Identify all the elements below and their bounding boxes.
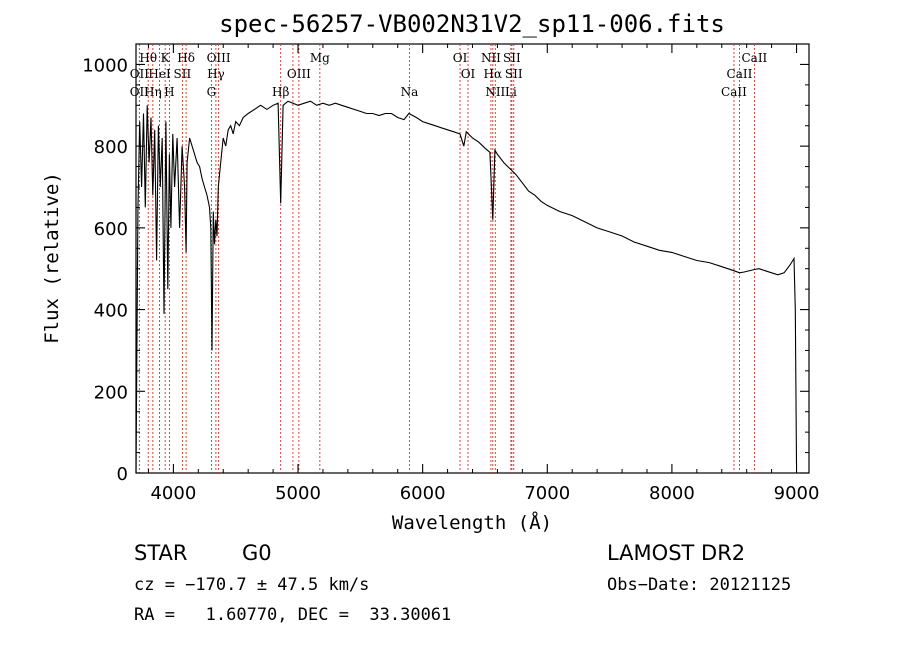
y-tick-label-0: 0 [117,464,128,485]
line-label-13: OIII [287,67,311,81]
line-label-9: OII [130,67,150,81]
line-label-8: CaII [741,51,767,65]
x-tick-label-5: 9000 [774,483,820,504]
line-label-5: OI [453,51,468,65]
y-axis-ticks: 0 200 400 600 800 1000 [82,43,809,485]
spectral-line-markers [138,44,755,473]
line-label-17: CaII [727,67,753,81]
x-axis-label: Wavelength (Å) [392,511,552,534]
line-label-21: G [207,85,217,99]
plot-area [135,43,810,474]
line-label-7: SII [503,51,521,65]
y-tick-label-1: 200 [94,382,128,403]
line-label-1: K [161,51,171,65]
obs-date-text: Obs−Date: 20121125 [607,575,791,595]
survey-name: LAMOST DR2 [607,541,745,565]
x-tick-label-3: 7000 [524,483,570,504]
line-label-2: Hδ [177,51,195,65]
object-subclass: G0 [242,541,272,565]
x-tick-label-2: 6000 [400,483,446,504]
y-tick-label-3: 600 [94,219,128,240]
line-label-24: NII [485,85,505,99]
line-label-19: Hη [144,85,162,99]
x-tick-label-4: 8000 [649,483,695,504]
y-tick-label-4: 800 [94,137,128,158]
x-axis-ticks: 4000 5000 6000 7000 8000 9000 [147,44,820,504]
line-label-0: Hθ [139,51,157,65]
x-tick-label-0: 4000 [150,483,196,504]
spectrum-line [135,100,798,474]
line-label-11: SII [174,67,192,81]
chart-title: spec-56257-VB002N31V2_sp11-006.fits [219,10,725,38]
line-label-16: SII [505,67,523,81]
object-class: STAR [134,541,187,565]
redshift-text: cz = −170.7 ± 47.5 km/s [134,575,369,595]
x-tick-label-1: 5000 [275,483,321,504]
line-label-15: Hα [484,67,503,81]
coordinates-text: RA = 1.60770, DEC = 33.30061 [134,605,451,625]
line-label-3: OIII [207,51,231,65]
line-label-6: NII [481,51,501,65]
line-label-4: Mg [310,51,330,65]
line-label-25: Li [505,85,517,99]
line-label-10: HeI [148,67,171,81]
line-label-14: OI [461,67,476,81]
y-tick-label-5: 1000 [82,55,128,76]
line-label-18: OII [130,85,150,99]
y-axis-label: Flux (relative) [41,172,63,344]
line-label-26: CaII [721,85,747,99]
line-label-20: H [164,85,174,99]
line-label-22: Hβ [272,85,289,99]
line-label-23: Na [401,85,419,99]
y-tick-label-2: 400 [94,301,128,322]
line-label-12: Hγ [207,67,225,81]
